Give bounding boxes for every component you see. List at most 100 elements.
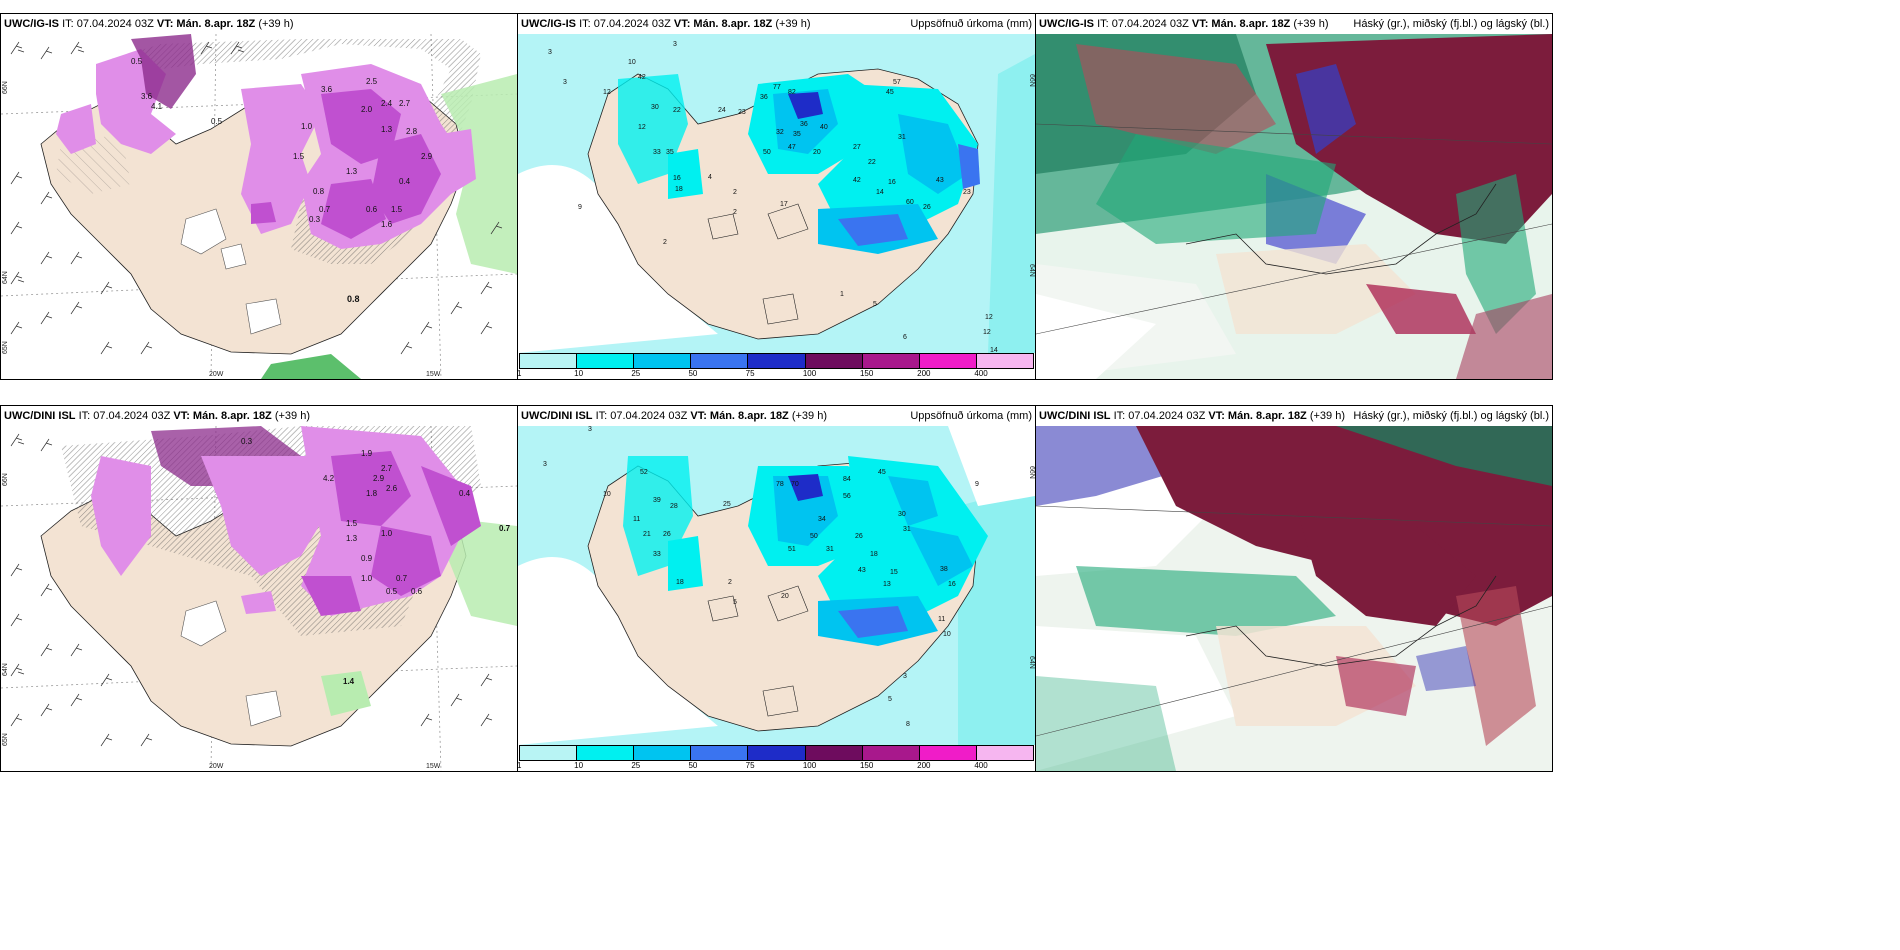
value-label: 82 [788, 89, 796, 96]
lon-label: 20W [209, 763, 224, 770]
colorbar-label: 50 [688, 761, 698, 770]
value-label: 1.5 [293, 152, 305, 161]
value-label: 4.1 [151, 102, 163, 111]
map-snow-wind[interactable]: 0.5 3.6 4.1 0.5 2.5 3.6 2.0 2.4 2.7 1.3 … [1, 34, 517, 379]
colorbar-label: 150 [859, 761, 874, 770]
swatch [805, 746, 863, 760]
value-label: 2.7 [381, 464, 393, 473]
value-label: 33 [653, 551, 661, 558]
value-label: 1.6 [381, 220, 393, 229]
value-label: 32 [776, 129, 784, 136]
swatch [634, 746, 692, 760]
panel-variable-title: Háský (gr.), miðský (fj.bl.) og lágský (… [1353, 410, 1549, 422]
forecast-offset: (+39 h) [1309, 410, 1346, 422]
value-label: 0.4 [459, 489, 471, 498]
map-precipitation[interactable]: 3 3 10 11 52 39 28 21 33 26 18 25 78 70 … [518, 426, 1035, 745]
value-label: 31 [826, 546, 834, 553]
forecast-offset: (+39 h) [1293, 18, 1329, 30]
init-time: IT: 07.04.2024 03Z [78, 410, 171, 422]
colorbar-label: 10 [574, 761, 584, 770]
swatch [862, 354, 920, 368]
value-label: 20 [781, 593, 789, 600]
value-label: 3.6 [321, 85, 333, 94]
value-label: 10 [943, 631, 951, 638]
value-label: 18 [675, 186, 683, 193]
value-label: 3.6 [141, 92, 153, 101]
value-label: 43 [858, 567, 866, 574]
value-label: 2.9 [421, 152, 433, 161]
value-label: 3 [548, 49, 552, 56]
value-label: 4 [708, 174, 712, 181]
panel-header: UWC/DINI ISL IT: 07.04.2024 03Z VT: Mán.… [518, 406, 1035, 426]
panel-top-left: UWC/IG-IS IT: 07.04.2024 03Z VT: Mán. 8.… [0, 13, 518, 380]
colorbar-label: 100 [802, 369, 817, 378]
value-label: 47 [788, 144, 796, 151]
map-clouds[interactable] [1036, 34, 1552, 379]
colorbar-label: 400 [974, 761, 988, 770]
panel-header: UWC/IG-IS IT: 07.04.2024 03Z VT: Mán. 8.… [1036, 14, 1552, 34]
valid-time: VT: Mán. 8.apr. 18Z [690, 410, 789, 422]
value-label: 22 [673, 107, 681, 114]
value-label: 70 [791, 481, 799, 488]
value-label: 35 [793, 131, 801, 138]
value-label: 52 [640, 469, 648, 476]
map-precipitation[interactable]: 3 3 3 10 12 42 30 22 12 24 23 36 77 82 5… [518, 34, 1035, 353]
init-time: IT: 07.04.2024 03Z [579, 18, 671, 30]
model-name: UWC/IG-IS [4, 18, 59, 30]
value-label: 0.8 [313, 187, 325, 196]
value-label: 0.7 [319, 205, 331, 214]
init-time: IT: 07.04.2024 03Z [595, 410, 688, 422]
value-label: 27 [853, 144, 861, 151]
value-label: 0.3 [309, 215, 321, 224]
colorbar-label: 100 [802, 761, 817, 770]
panel-header: UWC/IG-IS IT: 07.04.2024 03Z VT: Mán. 8.… [1, 14, 517, 34]
value-label: 6 [903, 334, 907, 341]
panel-variable-title: Uppsöfnuð úrkoma (mm) [910, 18, 1032, 30]
value-label: 2.5 [366, 77, 378, 86]
value-label: 16 [673, 175, 681, 182]
value-label: 34 [818, 516, 826, 523]
model-name: UWC/IG-IS [521, 18, 576, 30]
value-label: 1.5 [391, 205, 403, 214]
value-label: 1.3 [346, 167, 358, 176]
swatch [691, 354, 749, 368]
value-label: 0.3 [241, 437, 253, 446]
value-label: 0.8 [347, 294, 360, 304]
map-snow-wind[interactable]: 0.3 1.9 2.7 2.9 4.2 2.6 1.8 1.5 1.3 1.0 … [1, 426, 517, 771]
value-label: 16 [948, 581, 956, 588]
panel-variable-title: Háský (gr.), miðský (fj.bl.) og lágský (… [1353, 18, 1549, 30]
lat-label: 66N [1028, 466, 1035, 479]
value-label: 51 [788, 546, 796, 553]
forecast-offset: (+39 h) [791, 410, 828, 422]
value-label: 10 [603, 491, 611, 498]
map-clouds[interactable] [1036, 426, 1552, 771]
value-label: 43 [936, 177, 944, 184]
value-label: 2 [733, 209, 737, 216]
value-label: 1.4 [343, 677, 355, 686]
value-label: 56 [843, 493, 851, 500]
value-label: 20 [813, 149, 821, 156]
value-label: 0.5 [386, 587, 398, 596]
value-label: 1.3 [346, 534, 358, 543]
value-label: 3 [563, 79, 567, 86]
value-label: 12 [983, 329, 991, 336]
value-label: 23 [738, 109, 746, 116]
init-time: IT: 07.04.2024 03Z [1097, 18, 1189, 30]
forecast-offset: (+39 h) [775, 18, 811, 30]
value-label: 1.0 [361, 574, 373, 583]
swatch [919, 746, 977, 760]
value-label: 9 [975, 481, 979, 488]
value-label: 11 [633, 516, 640, 523]
lat-label: 65N [2, 341, 9, 354]
colorbar-label: 50 [688, 369, 698, 378]
value-label: 2.4 [381, 99, 393, 108]
valid-time: VT: Mán. 8.apr. 18Z [156, 18, 256, 30]
colorbar-label: 10 [574, 369, 584, 378]
value-label: 35 [666, 149, 674, 156]
value-label: 18 [870, 551, 878, 558]
value-label: 0.5 [131, 57, 143, 66]
value-label: 21 [643, 531, 651, 538]
value-label: 40 [820, 124, 828, 131]
value-label: 8 [906, 721, 910, 728]
value-label: 84 [843, 476, 851, 483]
